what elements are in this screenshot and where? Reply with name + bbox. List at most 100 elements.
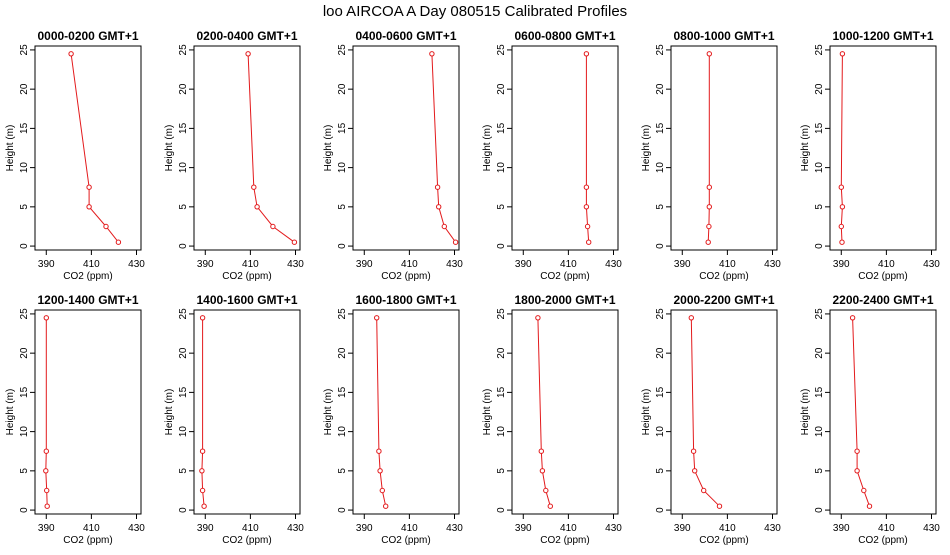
panel-title: 2000-2200 GMT+1 [673, 293, 774, 307]
data-point [452, 239, 459, 245]
x-tick-label: 390 [356, 259, 373, 270]
x-axis-label: CO2 (ppm) [858, 271, 907, 282]
y-tick-label: 10 [19, 162, 30, 174]
y-tick-label: 15 [655, 122, 666, 134]
data-point [199, 315, 206, 321]
profile-line [852, 317, 870, 507]
y-tick-label: 20 [337, 83, 348, 95]
data-point [586, 239, 592, 245]
data-point [245, 51, 251, 57]
y-tick-label: 5 [814, 204, 825, 210]
y-tick-label: 5 [496, 204, 507, 210]
y-tick-label: 25 [19, 44, 30, 56]
profile-line [431, 53, 457, 243]
data-point [43, 468, 49, 474]
panel-7: 1200-1400 GMT+1 0 5 10 15 20 25 390 410 430 CO2 (p… [5, 293, 145, 546]
y-tick-label: 5 [178, 204, 189, 210]
y-tick-label: 0 [19, 507, 30, 513]
x-tick-label: 410 [242, 259, 259, 270]
data-point [706, 51, 712, 57]
profile-line [247, 53, 295, 243]
y-axis-label: Height (m) [323, 125, 334, 172]
profile-line [70, 53, 119, 243]
y-tick-label: 15 [178, 386, 189, 398]
plot-frame [511, 309, 619, 515]
y-tick-label: 10 [496, 162, 507, 174]
x-tick-label: 410 [401, 523, 418, 534]
data-point [538, 448, 544, 454]
profile-line [585, 53, 590, 243]
data-point [43, 448, 49, 454]
data-point [199, 468, 205, 474]
y-tick-label: 10 [655, 162, 666, 174]
data-point [436, 204, 442, 210]
y-tick-label: 15 [178, 122, 189, 134]
plot-frame [829, 45, 937, 251]
x-axis-label: CO2 (ppm) [540, 535, 589, 546]
data-point [838, 223, 844, 230]
x-tick-label: 430 [287, 259, 304, 270]
panel-2: 0200-0400 GMT+1 0 5 10 15 20 25 390 410 430 CO2 (p… [164, 29, 304, 282]
x-axis-label: CO2 (ppm) [858, 535, 907, 546]
x-axis-label: CO2 (ppm) [381, 271, 430, 282]
data-point [68, 51, 74, 57]
y-tick-label: 5 [19, 468, 30, 474]
x-tick-label: 410 [242, 523, 259, 534]
data-point [543, 487, 549, 494]
y-tick-label: 0 [814, 243, 825, 249]
y-tick-label: 20 [655, 83, 666, 95]
y-axis-label: Height (m) [800, 125, 811, 172]
panel-8: 1400-1600 GMT+1 0 5 10 15 20 25 390 410 430 CO2 (p… [164, 293, 304, 546]
y-tick-label: 25 [178, 308, 189, 320]
plot-frame [511, 45, 619, 251]
y-tick-label: 0 [178, 243, 189, 249]
data-point [535, 315, 541, 321]
y-tick-label: 25 [19, 308, 30, 320]
y-tick-label: 10 [19, 426, 30, 438]
y-tick-label: 5 [655, 468, 666, 474]
data-point [701, 487, 707, 494]
data-point [839, 204, 846, 210]
data-point [43, 315, 49, 321]
y-axis-label: Height (m) [641, 389, 652, 436]
data-point [441, 223, 447, 230]
y-tick-label: 15 [496, 386, 507, 398]
data-point [706, 204, 712, 210]
y-tick-label: 20 [19, 83, 30, 95]
y-tick-label: 0 [19, 243, 30, 249]
x-tick-label: 430 [128, 259, 145, 270]
panel-title: 1400-1600 GMT+1 [196, 293, 297, 307]
y-tick-label: 10 [814, 162, 825, 174]
data-point [706, 223, 712, 230]
x-tick-label: 410 [401, 259, 418, 270]
data-point [849, 315, 856, 321]
y-tick-label: 20 [337, 347, 348, 359]
plot-frame [34, 309, 142, 515]
data-point [716, 503, 723, 509]
x-tick-label: 430 [287, 523, 304, 534]
data-point [115, 239, 122, 245]
y-tick-label: 20 [814, 347, 825, 359]
y-tick-label: 20 [496, 347, 507, 359]
x-tick-label: 410 [83, 259, 100, 270]
plot-frame [352, 45, 460, 251]
y-axis-label: Height (m) [5, 125, 16, 172]
data-point [86, 184, 92, 190]
panel-title: 0800-1000 GMT+1 [673, 29, 774, 43]
panel-9: 1600-1800 GMT+1 0 5 10 15 20 25 390 410 430 CO2 (p… [323, 293, 463, 546]
y-tick-label: 15 [814, 122, 825, 134]
profile-line [690, 317, 720, 507]
y-tick-label: 25 [178, 44, 189, 56]
data-point [583, 184, 590, 190]
y-tick-label: 25 [337, 308, 348, 320]
x-tick-label: 390 [38, 523, 55, 534]
y-tick-label: 5 [19, 204, 30, 210]
panel-title: 0200-0400 GMT+1 [196, 29, 297, 43]
y-tick-label: 5 [655, 204, 666, 210]
data-point [854, 448, 860, 454]
panel-title: 0400-0600 GMT+1 [355, 29, 456, 43]
panel-title: 1800-2000 GMT+1 [514, 293, 615, 307]
panel-6: 1000-1200 GMT+1 0 5 10 15 20 25 390 410 430 CO2 (p… [800, 29, 940, 282]
plot-frame [829, 309, 937, 515]
data-point [583, 51, 590, 57]
